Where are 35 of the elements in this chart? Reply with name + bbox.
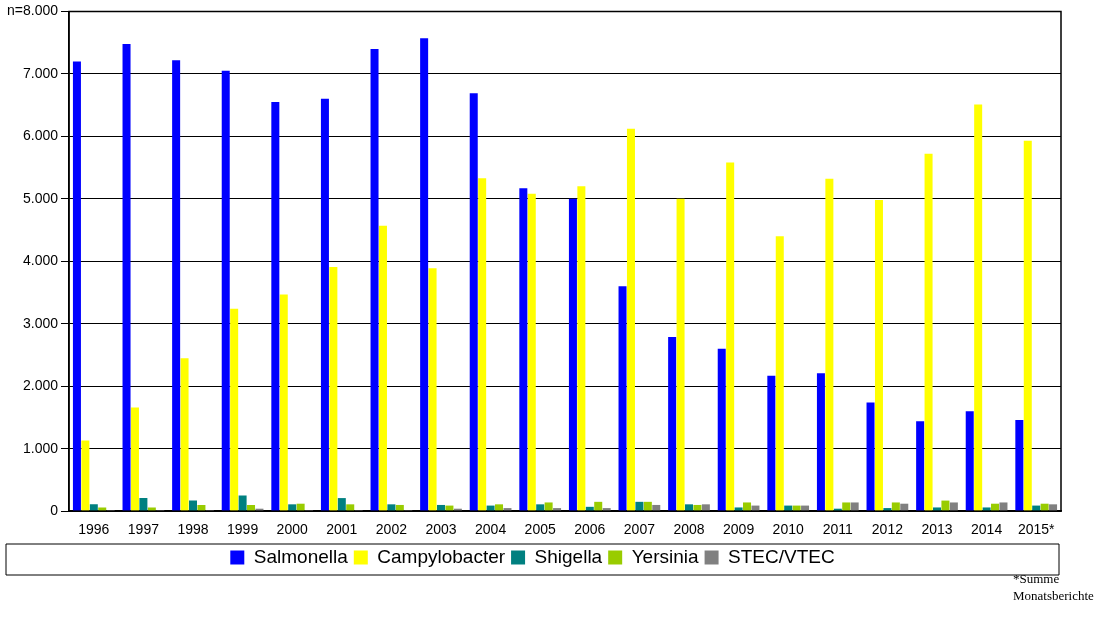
y-tick-label: 3.000 <box>22 314 59 331</box>
x-tick-label: 2003 <box>425 521 457 538</box>
x-tick-label: 2015* <box>1017 521 1056 538</box>
x-tick-label: 2005 <box>524 521 556 538</box>
x-tick-label: 2010 <box>772 521 804 538</box>
x-tick-label: 2000 <box>276 521 308 538</box>
y-tick-label: 5.000 <box>22 189 59 206</box>
y-tick-label: 2.000 <box>22 377 59 394</box>
legend-label: Salmonella <box>253 545 349 567</box>
x-tick-label: 1998 <box>177 521 209 538</box>
legend-label: Yersinia <box>631 545 700 567</box>
text: *Summe Monatsberichte <box>1013 570 1095 604</box>
x-tick-label: 2013 <box>921 521 953 538</box>
x-tick-label: 2012 <box>871 521 904 538</box>
y-tick-label: 1.000 <box>22 439 59 456</box>
x-tick-label: 1999 <box>227 521 259 538</box>
x-tick-label: 2002 <box>375 521 408 538</box>
y-tick-label: 6.000 <box>22 127 59 144</box>
x-tick-label: 2006 <box>574 521 606 538</box>
x-tick-label: 2008 <box>673 521 705 538</box>
x-tick-label: 2014 <box>971 521 1003 538</box>
legend-label: Shigella <box>534 545 603 567</box>
legend-label: Campylobacter <box>377 545 506 567</box>
y-tick-label: 7.000 <box>22 64 59 81</box>
x-tick-label: 2001 <box>326 521 358 538</box>
legend-label: STEC/VTEC <box>728 545 835 567</box>
x-tick-label: 2004 <box>475 521 507 538</box>
x-tick-label: 1997 <box>127 521 160 538</box>
y-tick-label: n=8.000 <box>7 2 59 19</box>
x-tick-label: 1996 <box>78 521 110 538</box>
x-tick-label: 2007 <box>623 521 656 538</box>
y-tick-label: 4.000 <box>22 252 59 269</box>
x-tick-label: 2011 <box>822 521 854 538</box>
x-tick-label: 2009 <box>723 521 755 538</box>
y-tick-label: 0 <box>50 502 59 519</box>
